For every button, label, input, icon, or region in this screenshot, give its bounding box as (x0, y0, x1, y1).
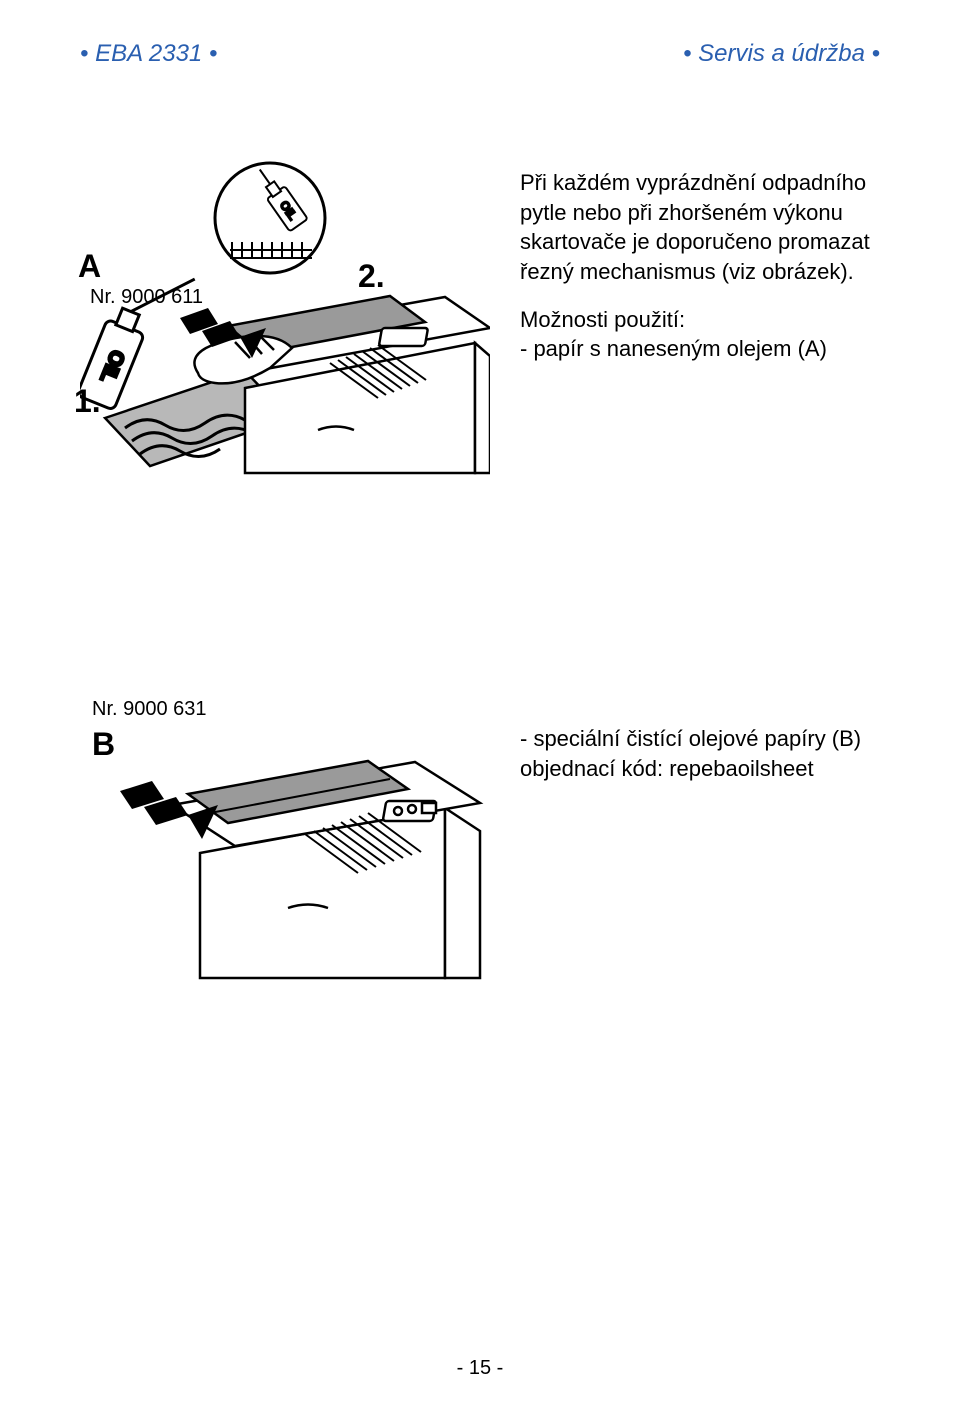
header-right-dot: • (683, 40, 691, 67)
text-block-a: Při každém vyprázdnění odpadního pytle n… (520, 168, 880, 382)
manual-page: • EBA 2331 • • Servis a údržba • A Nr. 9… (0, 0, 960, 1410)
illustration-a: A Nr. 9000 611 2. 1. (80, 158, 490, 478)
label-nr-a: Nr. 9000 611 (90, 286, 203, 309)
para-a-1: Při každém vyprázdnění odpadního pytle n… (520, 168, 880, 287)
para-a-2: Možnosti použití: - papír s naneseným ol… (520, 305, 880, 364)
text-b-line2: objednací kód: repebaoilsheet (520, 756, 814, 781)
page-number: - 15 - (0, 1357, 960, 1380)
label-b: B (92, 726, 115, 763)
header-right-dot2: • (872, 40, 880, 67)
label-nr-b: Nr. 9000 631 (92, 698, 490, 721)
header-left: • EBA 2331 • (80, 40, 217, 68)
shredder-oil-icon: OIL OIL (80, 158, 490, 478)
para-a-2-item: - papír s naneseným olejem (A) (520, 336, 827, 361)
header-right-text: Servis a údržba (698, 40, 865, 67)
label-step-1: 1. (74, 383, 101, 420)
label-a: A (78, 248, 101, 285)
header-left-text: EBA 2331 (95, 40, 202, 67)
section-a: A Nr. 9000 611 2. 1. (80, 158, 880, 478)
header-right: • Servis a údržba • (683, 40, 880, 68)
text-b-line1: - speciální čistící olejové papíry (B) (520, 726, 861, 751)
label-step-2: 2. (358, 258, 385, 295)
shredder-sheet-icon (80, 723, 490, 983)
header-left-dot: • (80, 40, 88, 67)
illustration-b: Nr. 9000 631 B (80, 698, 490, 983)
para-a-2-title: Možnosti použití: (520, 307, 685, 332)
header-left-dot2: • (209, 40, 217, 67)
section-b: Nr. 9000 631 B (80, 698, 880, 983)
text-block-b: - speciální čistící olejové papíry (B) o… (520, 724, 861, 783)
page-header: • EBA 2331 • • Servis a údržba • (80, 40, 880, 68)
